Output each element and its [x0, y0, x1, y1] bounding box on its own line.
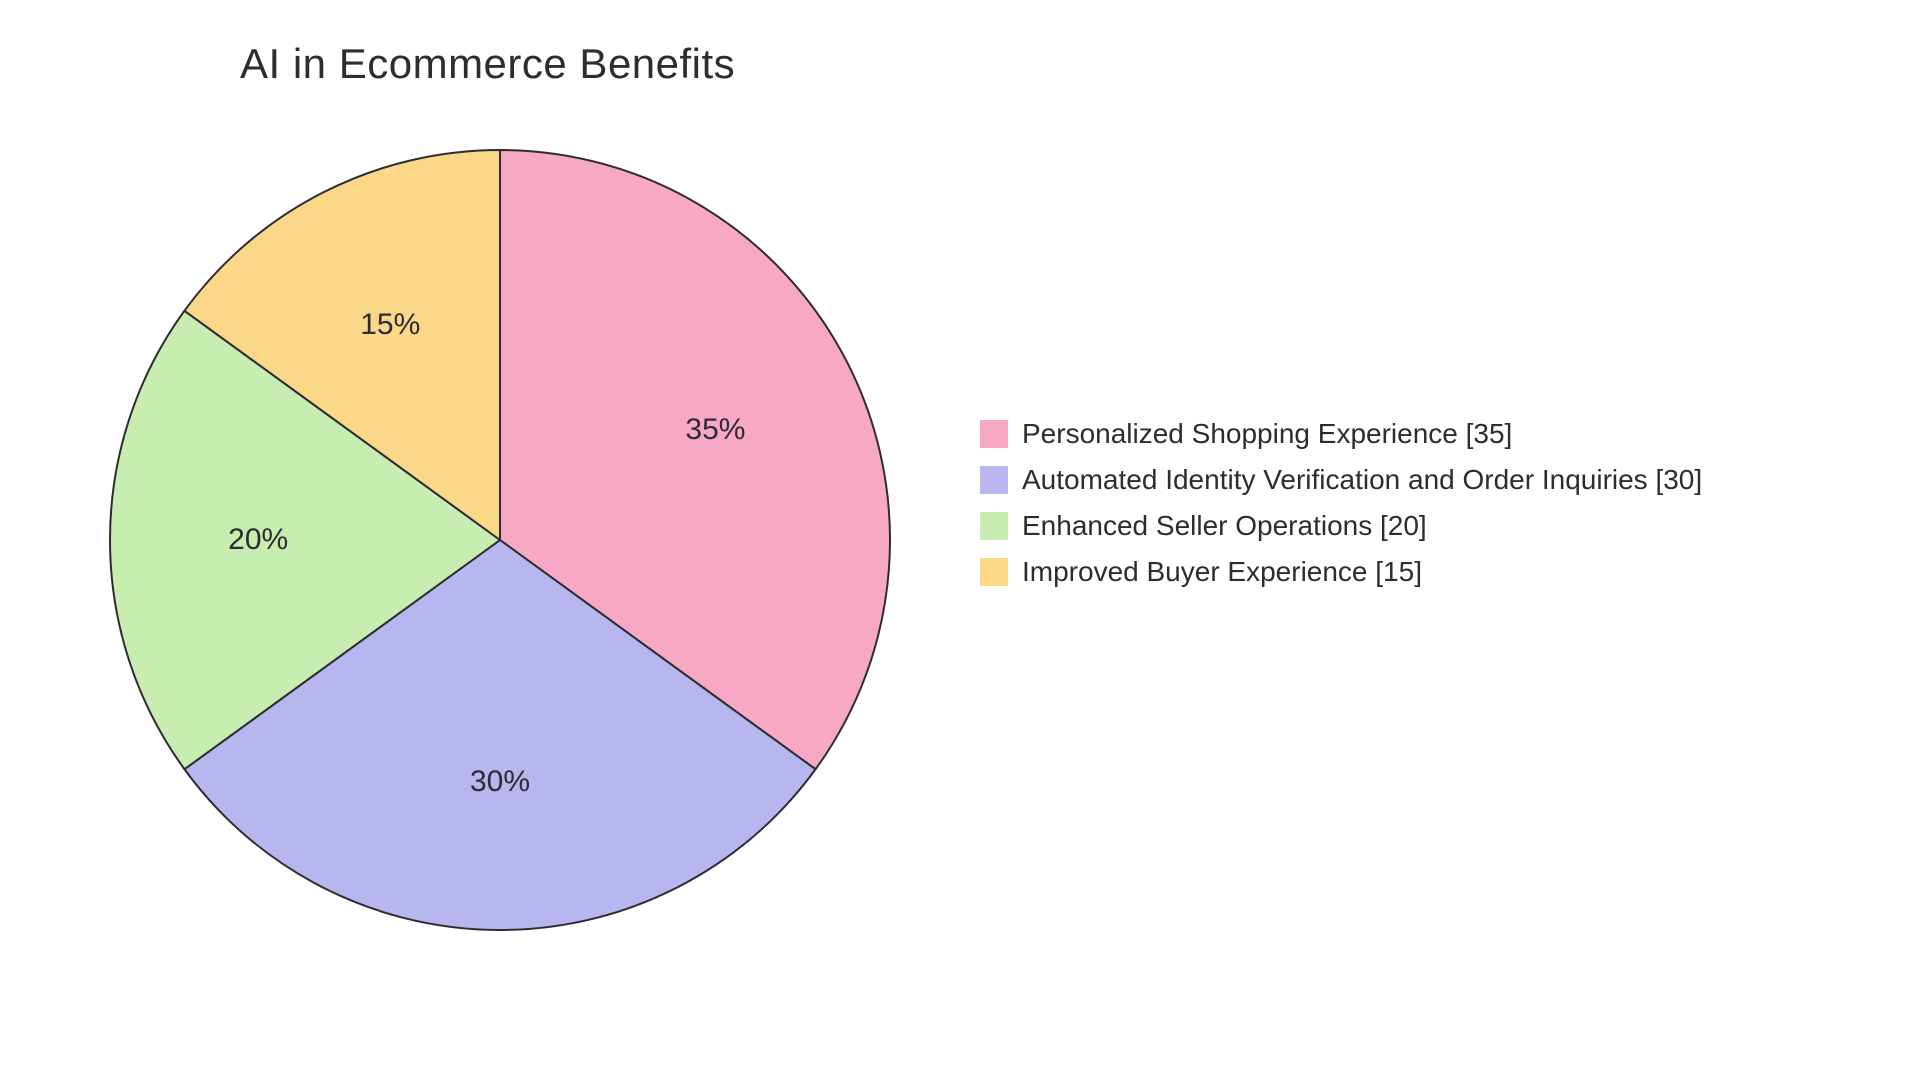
- legend-swatch: [980, 466, 1008, 494]
- slice-percent-label: 20%: [228, 523, 288, 557]
- slice-percent-label: 35%: [685, 413, 745, 447]
- legend-label: Personalized Shopping Experience [35]: [1022, 418, 1512, 450]
- pie-chart: [106, 146, 894, 934]
- legend-label: Automated Identity Verification and Orde…: [1022, 464, 1702, 496]
- legend: Personalized Shopping Experience [35] Aut…: [980, 418, 1702, 588]
- legend-item: Enhanced Seller Operations [20]: [980, 510, 1702, 542]
- legend-item: Improved Buyer Experience [15]: [980, 556, 1702, 588]
- legend-swatch: [980, 420, 1008, 448]
- legend-swatch: [980, 512, 1008, 540]
- legend-label: Enhanced Seller Operations [20]: [1022, 510, 1427, 542]
- legend-item: Personalized Shopping Experience [35]: [980, 418, 1702, 450]
- legend-item: Automated Identity Verification and Orde…: [980, 464, 1702, 496]
- legend-label: Improved Buyer Experience [15]: [1022, 556, 1422, 588]
- chart-title: AI in Ecommerce Benefits: [240, 40, 735, 88]
- slice-percent-label: 30%: [470, 765, 530, 799]
- legend-swatch: [980, 558, 1008, 586]
- slice-percent-label: 15%: [360, 308, 420, 342]
- chart-container: AI in Ecommerce Benefits Personalized Sh…: [0, 0, 1920, 1080]
